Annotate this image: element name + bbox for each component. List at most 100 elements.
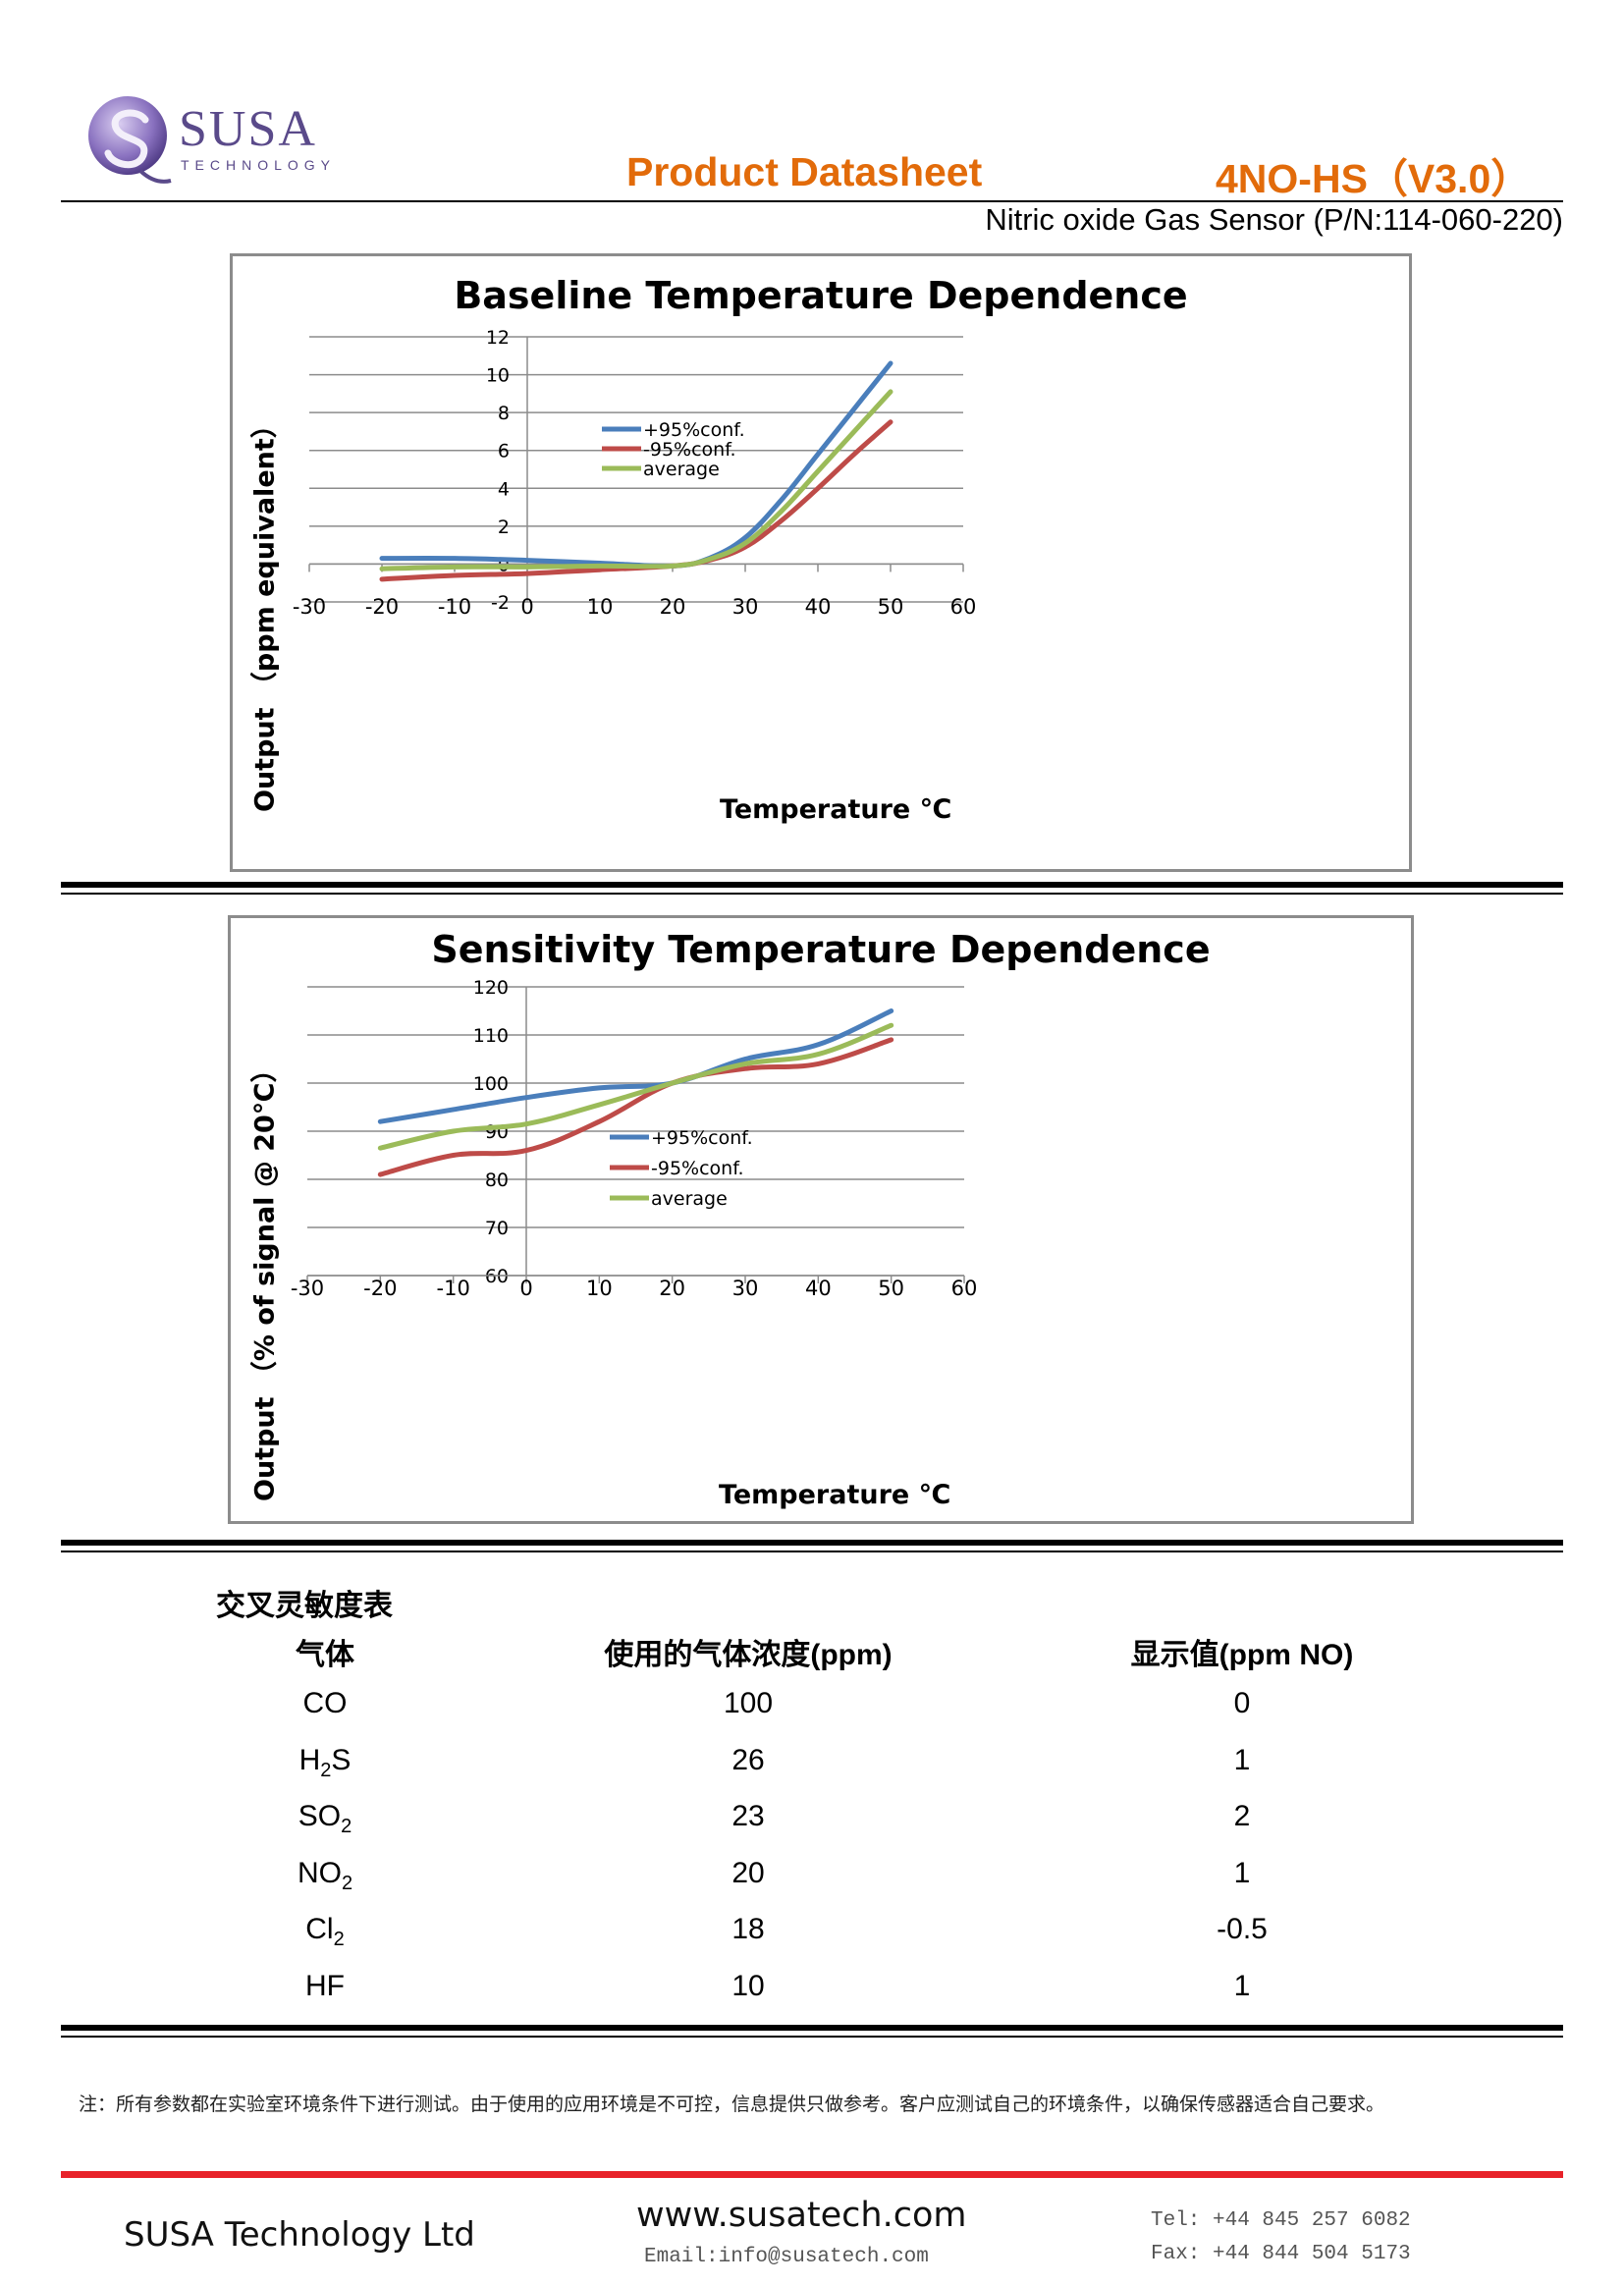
gas-concentration: 26: [731, 1743, 765, 1776]
legend-label: -95%conf.: [643, 439, 736, 461]
gas-subscript: 2: [341, 1816, 352, 1837]
x-tick-label: 60: [951, 1277, 978, 1300]
series-line: [377, 1037, 894, 1177]
gas-name: H2S: [298, 1743, 352, 1781]
series-line: [379, 419, 893, 582]
baseline-chart: -2 0 2 4 6 8 10 12 -30 -20 -10 0 10 20 30 40 50 60 +95%con…: [230, 253, 1412, 872]
legend-label: +95%conf.: [643, 419, 745, 441]
baseline-x-axis-label: Temperature ℃: [720, 794, 952, 825]
gas-concentration: 23: [731, 1800, 765, 1832]
gas-reading: -0.5: [1217, 1913, 1268, 1945]
x-tick-label: 10: [586, 1277, 613, 1300]
x-tick-label: 20: [660, 595, 686, 619]
gas-concentration: 100: [723, 1687, 774, 1719]
table-header-row: 气体 使用的气体浓度(ppm) 显示值(ppm NO): [0, 1630, 1624, 1685]
sensitivity-y-axis-label: Output （% of signal @ 20℃）: [249, 1056, 281, 1501]
gas-subscript: 2: [341, 1872, 353, 1894]
doc-type-title: Product Datasheet: [626, 149, 983, 194]
section-divider-1b: [61, 893, 1563, 895]
x-tick-label: -30: [291, 1277, 324, 1300]
x-tick-label: 60: [950, 595, 977, 619]
table-header-gas: 气体: [296, 1639, 354, 1671]
table-row: HF 10 1: [0, 1970, 1624, 2025]
y-tick-label: 70: [485, 1218, 509, 1239]
y-tick-label: 100: [473, 1073, 509, 1095]
header-rule: [61, 200, 1563, 202]
table-header-concentration: 使用的气体浓度(ppm): [604, 1639, 893, 1671]
x-tick-label: -20: [365, 595, 399, 619]
legend-label: -95%conf.: [651, 1158, 744, 1179]
x-tick-label: 40: [805, 1277, 832, 1300]
x-tick-label: -20: [363, 1277, 397, 1300]
footer-website-link[interactable]: www.susatech.com: [636, 2196, 967, 2235]
gas-name: HF: [305, 1969, 345, 2002]
x-tick-label: -30: [293, 595, 326, 619]
sensitivity-x-axis-label: Temperature ℃: [719, 1480, 951, 1510]
gas-subscript: 2: [333, 1929, 345, 1950]
gas-reading: 0: [1233, 1687, 1251, 1719]
product-subtitle: Nitric oxide Gas Sensor (P/N:114-060-220…: [985, 202, 1563, 237]
y-tick-label: 10: [486, 365, 510, 387]
table-row: NO2 20 1: [0, 1857, 1624, 1912]
series-line: [379, 389, 893, 571]
gas-reading: 2: [1233, 1800, 1251, 1832]
x-tick-label: 50: [878, 595, 904, 619]
series-line: [379, 360, 893, 570]
table-row: H2S 26 1: [0, 1744, 1624, 1799]
x-tick-label: 30: [732, 595, 759, 619]
sensitivity-chart: 60 70 80 90 100 110 120 -30 -20 -10 0 10 20 30 40 50 60 +…: [228, 915, 1414, 1524]
legend-label: average: [651, 1188, 728, 1210]
footer-fax: Fax: +44 844 504 5173: [1151, 2243, 1411, 2265]
section-divider-3b: [61, 2036, 1563, 2038]
x-tick-label: 0: [520, 595, 533, 619]
footer-tel: Tel: +44 845 257 6082: [1151, 2209, 1411, 2232]
x-tick-label: 40: [805, 595, 832, 619]
logo-sub-text: TECHNOLOGY: [181, 157, 337, 173]
y-tick-label: 8: [498, 403, 510, 424]
footer-accent-bar: [61, 2171, 1563, 2178]
y-tick-label: 110: [473, 1025, 509, 1047]
x-tick-label: -10: [438, 595, 471, 619]
y-tick-label: 80: [485, 1170, 509, 1191]
table-header-reading: 显示值(ppm NO): [1130, 1639, 1354, 1671]
series-line: [377, 1008, 894, 1124]
footer-company: SUSA Technology Ltd: [124, 2215, 475, 2255]
disclaimer-note: 注：所有参数都在实验室环境条件下进行测试。由于使用的应用环境是不可控，信息提供只…: [79, 2095, 1385, 2115]
y-tick-label: 12: [486, 327, 510, 349]
gas-reading: 1: [1233, 1743, 1251, 1776]
gas-concentration: 10: [731, 1969, 765, 2002]
cross-sensitivity-title: 交叉灵敏度表: [216, 1590, 393, 1622]
y-tick-label: 2: [498, 517, 510, 538]
y-tick-label: 60: [485, 1266, 509, 1287]
table-row: CO 100 0: [0, 1687, 1624, 1742]
footer-email-link[interactable]: Email:info@susatech.com: [644, 2246, 929, 2268]
y-tick-label: 120: [473, 977, 509, 999]
x-tick-label: 10: [587, 595, 614, 619]
gas-reading: 1: [1233, 1856, 1251, 1889]
section-divider-2b: [61, 1551, 1563, 1552]
gas-name: CO: [302, 1687, 348, 1719]
gas-subscript: 2: [320, 1759, 332, 1781]
model-title: 4NO-HS（V3.0）: [1216, 156, 1532, 201]
gas-reading: 1: [1233, 1969, 1251, 2002]
gas-name: NO2: [297, 1856, 353, 1894]
y-tick-label: 6: [498, 441, 510, 462]
gas-name: SO2: [298, 1800, 352, 1837]
baseline-y-axis-label: Output （ppm equivalent）: [249, 411, 281, 812]
table-row: SO2 23 2: [0, 1800, 1624, 1855]
legend-label: average: [643, 459, 720, 480]
sensitivity-chart-title: Sensitivity Temperature Dependence: [431, 928, 1211, 971]
y-tick-label: 4: [498, 478, 510, 500]
legend-label: +95%conf.: [651, 1127, 753, 1149]
x-tick-label: 20: [659, 1277, 685, 1300]
logo: SUSA TECHNOLOGY: [86, 90, 342, 189]
gas-concentration: 18: [731, 1913, 765, 1945]
logo-mark-icon: [88, 96, 172, 184]
x-tick-label: 30: [732, 1277, 759, 1300]
series-line: [377, 1022, 894, 1151]
section-divider-3: [61, 2025, 1563, 2031]
x-tick-label: 50: [878, 1277, 904, 1300]
